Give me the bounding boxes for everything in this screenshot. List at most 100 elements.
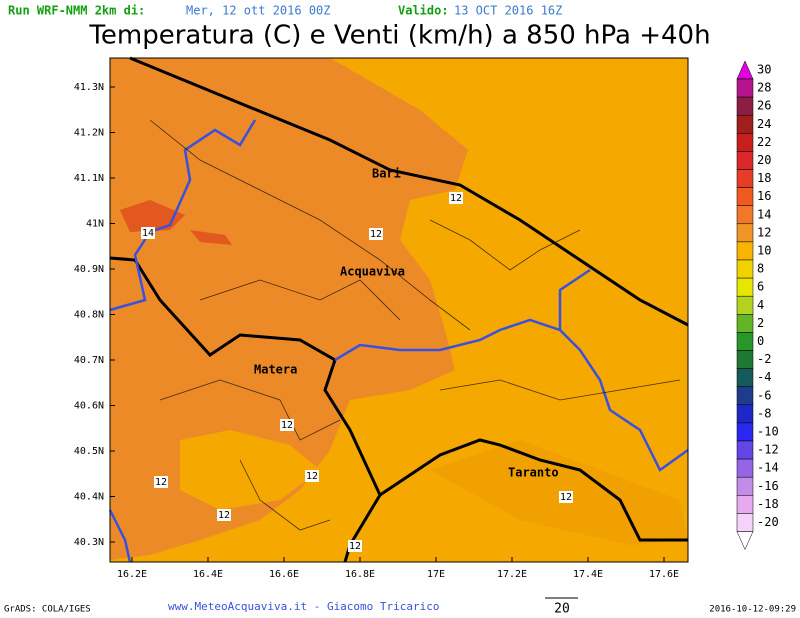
contour-label-box bbox=[369, 228, 383, 240]
colorbar-band bbox=[736, 223, 754, 243]
contour-label-box bbox=[449, 192, 463, 204]
municipal-borders bbox=[149, 119, 681, 531]
place-labels: Bari Acquaviva Matera Taranto bbox=[254, 167, 559, 480]
contour-labels: 12 14 12 12 12 12 12 12 12 bbox=[141, 192, 573, 552]
colorbar-label: -8 bbox=[757, 406, 771, 420]
colorbar-label: 30 bbox=[757, 62, 771, 76]
lat-label: 41.1N bbox=[74, 173, 104, 184]
colorbar-label: -6 bbox=[757, 388, 771, 402]
colorbar-band bbox=[736, 187, 754, 206]
colorbar-band bbox=[736, 386, 754, 406]
contour-label: 12 bbox=[281, 420, 293, 431]
place-label: Acquaviva bbox=[340, 265, 405, 279]
colorbar-label: -4 bbox=[757, 370, 771, 384]
colorbar-band bbox=[736, 458, 754, 478]
colorbar-label: 24 bbox=[757, 117, 771, 131]
colorbar-label: -10 bbox=[757, 424, 779, 438]
coastline bbox=[109, 56, 689, 563]
contour-label: 12 bbox=[370, 229, 382, 240]
lat-label: 40.6N bbox=[74, 401, 104, 412]
colorbar-band bbox=[736, 495, 754, 514]
colorbar-band bbox=[736, 332, 754, 351]
contour-label: 12 bbox=[306, 471, 318, 482]
contour-label-box bbox=[154, 476, 168, 488]
map-area: 41.3N 41.2N 41.1N 41N 40.9N 40.8N 40.7N 40.6N 40… bbox=[74, 56, 689, 580]
colorbar-band bbox=[736, 205, 754, 225]
valid-label: Valido: bbox=[398, 4, 449, 18]
lat-label: 40.7N bbox=[74, 355, 104, 366]
colorbar-label: 18 bbox=[757, 171, 771, 185]
lat-label: 41.2N bbox=[74, 128, 104, 139]
colorbar-band bbox=[736, 96, 754, 116]
lon-label: 16.2E bbox=[117, 569, 147, 580]
place-label: Bari bbox=[372, 167, 401, 181]
colorbar-cap bbox=[736, 531, 754, 551]
colorbar-band bbox=[736, 368, 754, 387]
colorbar-cap bbox=[736, 60, 754, 80]
colorbar-label: 22 bbox=[757, 135, 771, 149]
colorbar-band bbox=[736, 314, 754, 333]
colorbar-band bbox=[736, 169, 754, 188]
lon-label: 16.6E bbox=[269, 569, 299, 580]
region-border bbox=[108, 119, 689, 563]
colorbar-label: -20 bbox=[757, 515, 779, 529]
colorbar-band bbox=[736, 241, 754, 261]
contour-label: 12 bbox=[450, 193, 462, 204]
colorbar-label: -14 bbox=[757, 461, 779, 475]
map-title: Temperatura (C) e Venti (km/h) a 850 hPa… bbox=[88, 21, 710, 51]
colorbar-band bbox=[736, 350, 754, 369]
colorbar-band bbox=[736, 440, 754, 460]
contour-label-box bbox=[217, 509, 231, 521]
colorbar-label: -18 bbox=[757, 497, 779, 511]
colorbar-band bbox=[736, 133, 754, 152]
colorbar-label: 8 bbox=[757, 262, 764, 276]
contour-label-box bbox=[141, 227, 155, 239]
colorbar-label: 10 bbox=[757, 243, 771, 257]
lon-label: 17E bbox=[427, 569, 445, 580]
run-date: Mer, 12 ott 2016 00Z bbox=[186, 4, 331, 18]
colorbar-label: 0 bbox=[757, 334, 764, 348]
lat-label: 40.8N bbox=[74, 310, 104, 321]
contour-label: 12 bbox=[560, 492, 572, 503]
run-label: Run WRF-NMM 2km di: bbox=[8, 4, 145, 18]
vector-scale-label: 20 bbox=[554, 602, 570, 617]
contour-label-box bbox=[305, 470, 319, 482]
warm-region bbox=[110, 58, 468, 560]
contour-label: 12 bbox=[349, 541, 361, 552]
lon-label: 16.4E bbox=[193, 569, 223, 580]
colorbar-band bbox=[736, 513, 754, 532]
colorbar-band bbox=[736, 476, 754, 496]
site-credit: www.MeteoAcquaviva.it - Giacomo Tricaric… bbox=[168, 600, 440, 613]
lat-label: 40.9N bbox=[74, 264, 104, 275]
longitude-labels: 16.2E 16.4E 16.6E 16.8E 17E 17.2E 17.4E 17.6E bbox=[117, 557, 679, 580]
colorbar: 302826242220181614121086420-2-4-6-8-10-1… bbox=[736, 60, 779, 551]
colorbar-label: 20 bbox=[757, 153, 771, 167]
colorbar-label: 28 bbox=[757, 81, 771, 95]
grads-credit: GrADS: COLA/IGES bbox=[4, 605, 91, 615]
colorbar-label: 26 bbox=[757, 99, 771, 113]
colorbar-band bbox=[736, 404, 754, 424]
latitude-labels: 41.3N 41.2N 41.1N 41N 40.9N 40.8N 40.7N 40.6N 40… bbox=[74, 82, 115, 548]
colorbar-band bbox=[736, 114, 754, 134]
lat-label: 41.3N bbox=[74, 82, 104, 93]
hot-spot bbox=[190, 230, 232, 245]
lon-label: 16.8E bbox=[345, 569, 375, 580]
timestamp: 2016-10-12-09:29 bbox=[709, 605, 796, 615]
contour-label: 14 bbox=[142, 228, 154, 239]
lat-label: 40.3N bbox=[74, 537, 104, 548]
colorbar-label: 16 bbox=[757, 189, 771, 203]
lon-label: 17.4E bbox=[573, 569, 603, 580]
place-label: Matera bbox=[254, 363, 297, 377]
hot-spot bbox=[120, 200, 185, 232]
colorbar-label: 2 bbox=[757, 316, 764, 330]
colorbar-band bbox=[736, 277, 754, 297]
colorbar-label: 4 bbox=[757, 298, 764, 312]
colorbar-band bbox=[736, 78, 754, 98]
colorbar-label: 6 bbox=[757, 280, 764, 294]
map-frame bbox=[109, 57, 689, 563]
lat-label: 41N bbox=[86, 219, 104, 230]
colorbar-label: 14 bbox=[757, 207, 771, 221]
colorbar-band bbox=[736, 422, 754, 442]
lon-label: 17.2E bbox=[497, 569, 527, 580]
